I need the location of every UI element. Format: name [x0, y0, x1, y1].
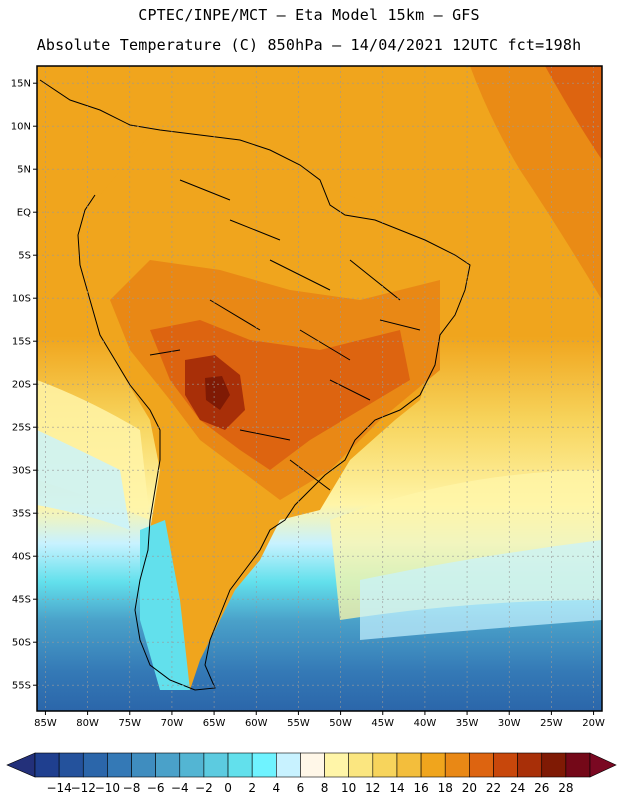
- lon-label: 20W: [582, 718, 605, 729]
- colorbar-label: 28: [558, 781, 573, 795]
- lat-label: 50S: [12, 638, 31, 649]
- colorbar-label: 22: [486, 781, 501, 795]
- colorbar-label: −8: [123, 781, 141, 795]
- country-borders: [149, 179, 421, 491]
- lat-label: 15N: [11, 79, 31, 90]
- colorbar-high-arrow: [589, 752, 617, 778]
- colorbar-label: 10: [341, 781, 356, 795]
- colorbar-label: 18: [438, 781, 453, 795]
- colorbar-segment: [517, 752, 543, 778]
- colorbar-segment: [324, 752, 349, 778]
- warm-atlantic-zone: [470, 66, 602, 300]
- lat-label: 15S: [12, 337, 31, 348]
- colorbar-label: −4: [171, 781, 189, 795]
- longitude-labels: 85W 80W 75W 70W 65W 60W 55W 50W 45W 40W 35W 30W 25W 2…: [34, 711, 605, 729]
- colorbar: [6, 752, 617, 778]
- colorbar-label: −14: [46, 781, 71, 795]
- cold-pacific-zone: [37, 430, 130, 530]
- latitude-labels: 15N 10N 5N EQ 5S 10S 15S 20S 25S 30S 35S 40S 45S 50S 5…: [11, 79, 37, 692]
- hot-atlantic-zone: [545, 66, 602, 160]
- colorbar-label: 26: [534, 781, 549, 795]
- lat-label: EQ: [17, 208, 31, 219]
- lon-label: 65W: [203, 718, 226, 729]
- parallel-lines: [37, 82, 602, 686]
- colorbar-label: 16: [413, 781, 428, 795]
- lon-label: 55W: [287, 718, 310, 729]
- lon-label: 35W: [456, 718, 479, 729]
- colorbar-segment: [203, 752, 229, 778]
- colorbar-label: 4: [272, 781, 280, 795]
- colorbar-segment: [444, 752, 470, 778]
- colorbar-segment: [348, 752, 374, 778]
- colorbar-label: 14: [389, 781, 404, 795]
- colorbar-segment: [107, 752, 132, 778]
- continent-outline: [39, 79, 471, 691]
- cold-south-atlantic: [360, 540, 602, 640]
- colorbar-label: 20: [462, 781, 477, 795]
- temperature-field: [37, 66, 602, 711]
- title-variable: Absolute Temperature (C) 850hPa – 14/04/…: [36, 36, 582, 54]
- colorbar-segment: [565, 752, 591, 778]
- cold-andes: [140, 520, 190, 690]
- lat-label: 40S: [12, 552, 31, 563]
- colorbar-segment: [34, 752, 60, 778]
- colorbar-label: 2: [248, 781, 256, 795]
- colorbar-segment: [300, 752, 325, 778]
- lat-label: 5S: [18, 251, 31, 262]
- colorbar-segment: [179, 752, 205, 778]
- lat-label: 10S: [12, 294, 31, 305]
- lat-label: 5N: [17, 165, 31, 176]
- colorbar-label: −12: [71, 781, 96, 795]
- colorbar-segment: [469, 752, 494, 778]
- lon-label: 60W: [245, 718, 268, 729]
- colorbar-segment: [372, 752, 398, 778]
- colorbar-segment: [493, 752, 518, 778]
- graticule: [37, 66, 602, 711]
- colorbar-labels: −14−12−10 −8 −6 −4 −2 0 2 4 6 8 10 12 14 16 18 20 22 24 26…: [46, 781, 573, 795]
- colorbar-label: 8: [321, 781, 329, 795]
- lat-label: 30S: [12, 466, 31, 477]
- lat-label: 55S: [12, 681, 31, 692]
- colorbar-label: −10: [95, 781, 120, 795]
- colorbar-segment: [227, 752, 253, 778]
- colorbar-segment: [131, 752, 156, 778]
- map-frame: [36, 65, 603, 712]
- lat-label: 35S: [12, 509, 31, 520]
- colorbar-label: 24: [510, 781, 525, 795]
- lon-label: 80W: [76, 718, 99, 729]
- colorbar-segment: [82, 752, 108, 778]
- title-model: CPTEC/INPE/MCT – Eta Model 15km – GFS: [138, 6, 480, 24]
- colorbar-label: −2: [195, 781, 213, 795]
- lat-label: 10N: [11, 122, 31, 133]
- colorbar-segment: [276, 752, 301, 778]
- lon-label: 25W: [540, 718, 563, 729]
- lon-label: 70W: [161, 718, 184, 729]
- lon-label: 30W: [498, 718, 521, 729]
- colorbar-segment: [155, 752, 181, 778]
- colorbar-label: 12: [365, 781, 380, 795]
- coastlines: [39, 79, 471, 691]
- colorbar-low-arrow: [6, 752, 36, 778]
- colorbar-segment: [420, 752, 446, 778]
- colorbar-segment: [541, 752, 567, 778]
- colorbar-segment: [396, 752, 422, 778]
- colorbar-label: −6: [147, 781, 165, 795]
- lat-label: 45S: [12, 595, 31, 606]
- lon-label: 75W: [118, 718, 141, 729]
- lon-label: 45W: [371, 718, 394, 729]
- colorbar-segment: [251, 752, 277, 778]
- lat-label: 20S: [12, 380, 31, 391]
- colorbar-label: 0: [224, 781, 232, 795]
- lon-label: 85W: [34, 718, 57, 729]
- colorbar-segment: [58, 752, 84, 778]
- colorbar-label: 6: [297, 781, 305, 795]
- lon-label: 50W: [329, 718, 352, 729]
- lat-label: 25S: [12, 423, 31, 434]
- lon-label: 40W: [414, 718, 437, 729]
